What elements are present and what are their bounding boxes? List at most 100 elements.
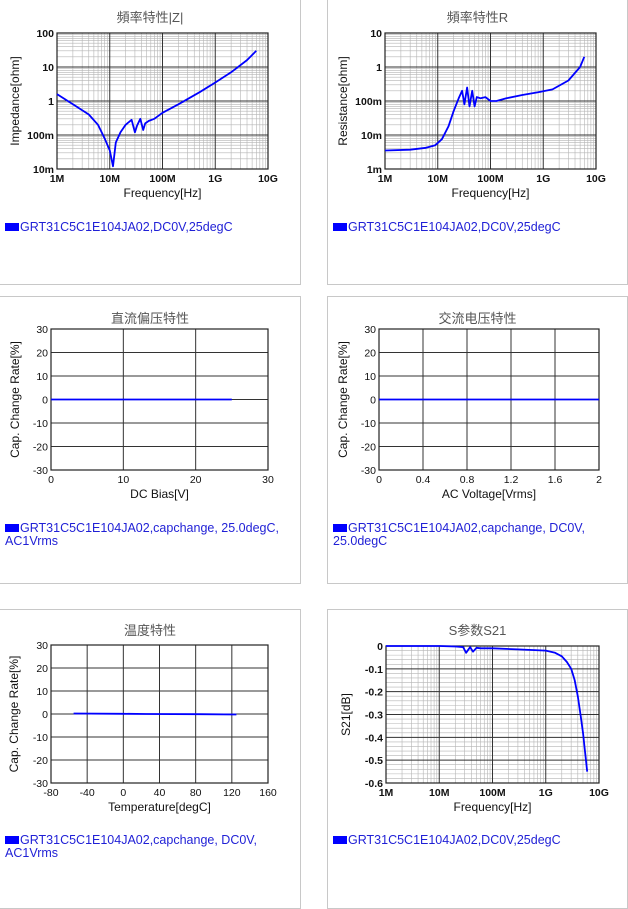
y-tick-label: -30 (361, 465, 376, 477)
y-axis-label: S21[dB] (339, 693, 353, 736)
x-tick-label: 0 (48, 474, 54, 486)
series-line (386, 646, 587, 772)
y-tick-label: -20 (361, 442, 376, 454)
x-tick-label: 1G (536, 173, 550, 185)
x-tick-label: 100M (477, 173, 504, 185)
x-axis-label: DC Bias[V] (130, 487, 189, 501)
x-axis-label: AC Voltage[Vrms] (442, 487, 536, 501)
y-axis-label: Resistance[ohm] (336, 56, 350, 145)
x-tick-label: 20 (190, 474, 202, 486)
x-tick-label: 10G (589, 787, 609, 799)
x-tick-label: 40 (154, 787, 166, 799)
x-tick-label: 80 (190, 787, 202, 799)
x-tick-label: 10G (586, 173, 606, 185)
y-tick-label: 10m (33, 164, 54, 176)
x-tick-label: 100M (479, 787, 506, 799)
y-tick-label: 10 (42, 62, 54, 74)
x-axis-label: Temperature[degC] (108, 800, 211, 814)
y-tick-label: -20 (33, 755, 48, 767)
legend-label: GRT31C5C1E104JA02,DC0V,25degC (348, 833, 561, 847)
x-tick-label: 10 (117, 474, 129, 486)
legend-swatch (5, 524, 19, 532)
y-tick-label: 20 (364, 348, 376, 360)
x-tick-label: 10M (428, 173, 449, 185)
y-tick-label: 1m (367, 164, 382, 176)
legend-swatch (333, 223, 347, 231)
legend-label: GRT31C5C1E104JA02,capchange, DC0V, 25.0d… (333, 521, 585, 548)
x-axis-label: Frequency[Hz] (451, 186, 529, 200)
chart-legend: GRT31C5C1E104JA02,DC0V,25degC (5, 221, 295, 234)
x-tick-label: 1G (539, 787, 553, 799)
x-tick-label: 30 (262, 474, 274, 486)
x-tick-label: 1G (208, 173, 222, 185)
x-tick-label: 10M (429, 787, 450, 799)
chart-legend: GRT31C5C1E104JA02,DC0V,25degC (333, 834, 623, 847)
y-tick-label: 100m (355, 96, 382, 108)
dc-bias-chart: 0 10 20 30 -30 -20 -10 0 10 20 30 DC Bias[V] Cap. Ch… (0, 297, 300, 507)
chart-legend: GRT31C5C1E104JA02,capchange, DC0V, 25.0d… (333, 522, 623, 548)
y-tick-label: -10 (33, 418, 48, 430)
y-tick-label: -30 (33, 778, 48, 790)
x-tick-label: 1.6 (548, 474, 563, 486)
y-tick-label: -0.1 (365, 664, 383, 676)
y-tick-label: 30 (36, 324, 48, 336)
x-tick-label: 120 (223, 787, 241, 799)
y-tick-label: -0.2 (365, 687, 383, 699)
x-tick-label: 0.4 (416, 474, 431, 486)
y-tick-label: 0 (42, 709, 48, 721)
y-tick-label: -10 (361, 418, 376, 430)
y-tick-label: 10 (364, 371, 376, 383)
x-tick-label: 10M (100, 173, 121, 185)
x-tick-label: 10G (258, 173, 278, 185)
y-tick-label: -0.6 (365, 778, 383, 790)
y-tick-label: -20 (33, 442, 48, 454)
y-axis-label: Impedance[ohm] (8, 56, 22, 145)
x-axis-label: Frequency[Hz] (123, 186, 201, 200)
legend-swatch (333, 524, 347, 532)
chart-legend: GRT31C5C1E104JA02,capchange, 25.0degC, A… (5, 522, 295, 548)
y-axis-label: Cap. Change Rate[%] (7, 656, 21, 773)
x-tick-label: 160 (259, 787, 277, 799)
legend-swatch (5, 836, 19, 844)
y-tick-label: -30 (33, 465, 48, 477)
y-tick-label: 30 (36, 640, 48, 652)
y-tick-label: 10 (36, 686, 48, 698)
legend-label: GRT31C5C1E104JA02,capchange, 25.0degC, A… (5, 521, 279, 548)
chart-legend: GRT31C5C1E104JA02,capchange, DC0V, AC1Vr… (5, 834, 295, 860)
x-tick-label: 0 (120, 787, 126, 799)
y-tick-label: 100 (36, 28, 54, 40)
y-tick-label: 0 (42, 395, 48, 407)
y-tick-label: -0.4 (365, 732, 383, 744)
y-tick-label: 0 (377, 641, 383, 653)
y-tick-label: 0 (370, 395, 376, 407)
y-tick-label: 30 (364, 324, 376, 336)
y-tick-label: 10 (370, 28, 382, 40)
y-tick-label: 10 (36, 371, 48, 383)
y-tick-label: 10m (361, 130, 382, 142)
y-axis-label: Cap. Change Rate[%] (8, 341, 22, 458)
y-tick-label: 1 (48, 96, 54, 108)
y-tick-label: 1 (376, 62, 382, 74)
legend-label: GRT31C5C1E104JA02,DC0V,25degC (348, 220, 561, 234)
legend-label: GRT31C5C1E104JA02,capchange, DC0V, AC1Vr… (5, 833, 257, 860)
series-line (74, 714, 237, 715)
legend-label: GRT31C5C1E104JA02,DC0V,25degC (20, 220, 233, 234)
chart-legend: GRT31C5C1E104JA02,DC0V,25degC (333, 221, 623, 234)
y-tick-label: 20 (36, 663, 48, 675)
y-tick-label: 20 (36, 348, 48, 360)
y-tick-label: -0.5 (365, 755, 383, 767)
x-tick-label: 2 (596, 474, 602, 486)
legend-swatch (333, 836, 347, 844)
x-tick-label: 100M (149, 173, 176, 185)
